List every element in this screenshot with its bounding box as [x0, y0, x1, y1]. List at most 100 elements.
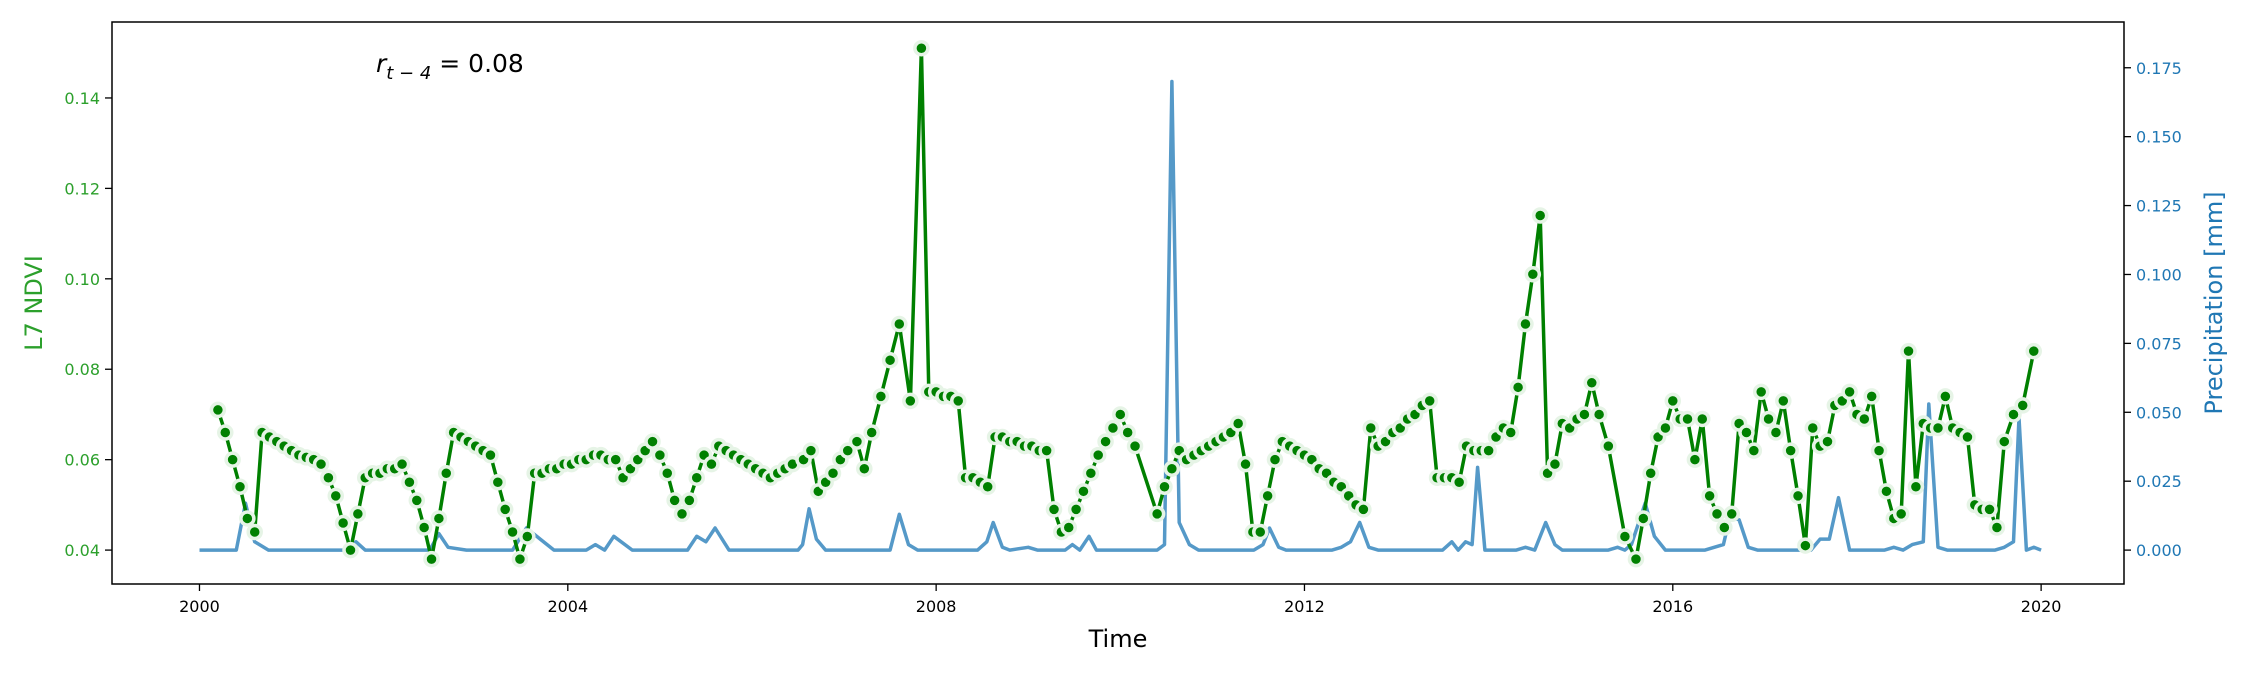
ndvi-point: [401, 474, 418, 491]
ndvi-point: [231, 478, 249, 496]
ndvi-point: [902, 392, 919, 410]
ndvi-point: [1156, 478, 1173, 496]
ndvi-point: [1856, 410, 1873, 428]
ndvi-point: [2005, 406, 2022, 423]
right-tick-label: 0.175: [2136, 59, 2182, 78]
left-tick-label: 0.08: [64, 360, 100, 379]
ndvi-point: [891, 315, 908, 333]
ndvi-point: [673, 505, 691, 523]
ndvi-point: [1237, 455, 1254, 473]
ndvi-point: [1509, 379, 1527, 396]
left-axis-label: L7 NDVI: [20, 255, 48, 351]
ndvi-point: [644, 433, 661, 450]
ndvi-point: [1716, 519, 1733, 536]
ndvi-point: [1576, 406, 1593, 423]
ndvi-point: [949, 392, 967, 410]
right-axis-ticks: 0.000 0.025 0.050 0.075 0.100 0.125 0.150 0.175: [2124, 59, 2182, 560]
ndvi-point: [1686, 451, 1704, 468]
ndvi-point: [482, 446, 499, 464]
ndvi-point: [1546, 455, 1564, 473]
ndvi-point: [1119, 424, 1136, 441]
ndvi-point: [1531, 207, 1549, 224]
ndvi-point: [1252, 523, 1269, 541]
left-tick-label: 0.06: [64, 451, 100, 470]
right-tick-label: 0.025: [2136, 472, 2182, 491]
ndvi-point: [209, 401, 227, 419]
left-tick-label: 0.04: [64, 541, 100, 560]
ndvi-point: [423, 550, 440, 568]
ndvi-point: [1789, 487, 1807, 505]
ndvi-point: [1616, 528, 1634, 545]
ndvi-point: [327, 487, 345, 505]
ndvi-point: [320, 469, 337, 486]
right-tick-label: 0.050: [2136, 403, 2182, 422]
ndvi-point: [1590, 406, 1608, 423]
ndvi-point: [1060, 519, 1077, 536]
ndvi-point: [334, 514, 352, 532]
ndvi-point: [856, 460, 873, 477]
ndvi-point: [863, 424, 880, 441]
ndvi-point: [1981, 501, 1998, 518]
left-tick-label: 0.12: [64, 179, 100, 198]
ndvi-point: [1745, 442, 1763, 459]
ndvi-point: [1878, 483, 1895, 500]
ndvi-point: [607, 451, 624, 468]
ndvi-point: [342, 541, 359, 559]
ndvi-point: [1355, 501, 1372, 518]
ndvi-point: [224, 451, 241, 468]
ndvi-point: [1082, 464, 1100, 482]
ndvi-point: [1819, 433, 1836, 450]
ndvi-point: [688, 469, 705, 486]
ndvi-point: [1627, 550, 1645, 568]
ndvi-point: [1767, 424, 1785, 441]
right-tick-label: 0.150: [2136, 128, 2182, 147]
ndvi-point: [504, 523, 521, 541]
right-axis-label: Precipitation [mm]: [2200, 191, 2228, 414]
ndvi-point: [824, 464, 842, 482]
ndvi-point: [1723, 505, 1740, 523]
ndvi-point: [681, 492, 698, 509]
ndvi-point: [1421, 392, 1438, 410]
ndvi-point: [1259, 487, 1276, 505]
ndvi-point: [1804, 419, 1822, 437]
ndvi-point: [415, 519, 433, 536]
ndvi-point: [1664, 392, 1682, 410]
ndvi-point: [1450, 474, 1468, 491]
precipitation-line: [199, 79, 2042, 552]
ndvi-point: [1045, 501, 1063, 518]
ndvi-point: [349, 505, 367, 523]
ndvi-point: [246, 523, 263, 541]
ndvi-point: [1163, 460, 1181, 477]
ndvi-point: [872, 388, 890, 405]
ndvi-point: [1038, 442, 1055, 459]
ndvi-point: [1104, 419, 1122, 437]
ndvi-point: [848, 433, 866, 450]
x-axis-ticks: 2000 2004 2008 2012 2016 2020: [179, 584, 2061, 616]
ndvi-point: [1097, 433, 1114, 450]
right-tick-label: 0.125: [2136, 197, 2182, 216]
ndvi-point: [1708, 505, 1726, 523]
ndvi-point: [1988, 519, 2006, 536]
x-tick-label: 2020: [2021, 597, 2062, 616]
ndvi-point: [489, 474, 507, 491]
ndvi-point: [430, 510, 448, 527]
ndvi-point: [496, 501, 514, 518]
ndvi-point: [1937, 388, 1954, 405]
ndvi-point: [1266, 451, 1284, 468]
ndvi-point: [393, 455, 411, 473]
ndvi-point: [839, 442, 856, 459]
ndvi-point: [217, 424, 234, 441]
ndvi-point: [1694, 410, 1711, 428]
ndvi-point: [1067, 501, 1085, 518]
ndvi-point: [979, 478, 996, 496]
ndvi-point: [1782, 442, 1799, 459]
x-tick-label: 2000: [179, 597, 220, 616]
ndvi-point: [1502, 424, 1519, 441]
ndvi-point: [1738, 424, 1755, 441]
ndvi-point: [239, 510, 256, 527]
ndvi-point: [1642, 464, 1659, 482]
ndvi-point: [1075, 483, 1092, 500]
ndvi-point: [2025, 342, 2043, 360]
left-axis-ticks: 0.04 0.06 0.08 0.10 0.12 0.14: [64, 89, 112, 560]
